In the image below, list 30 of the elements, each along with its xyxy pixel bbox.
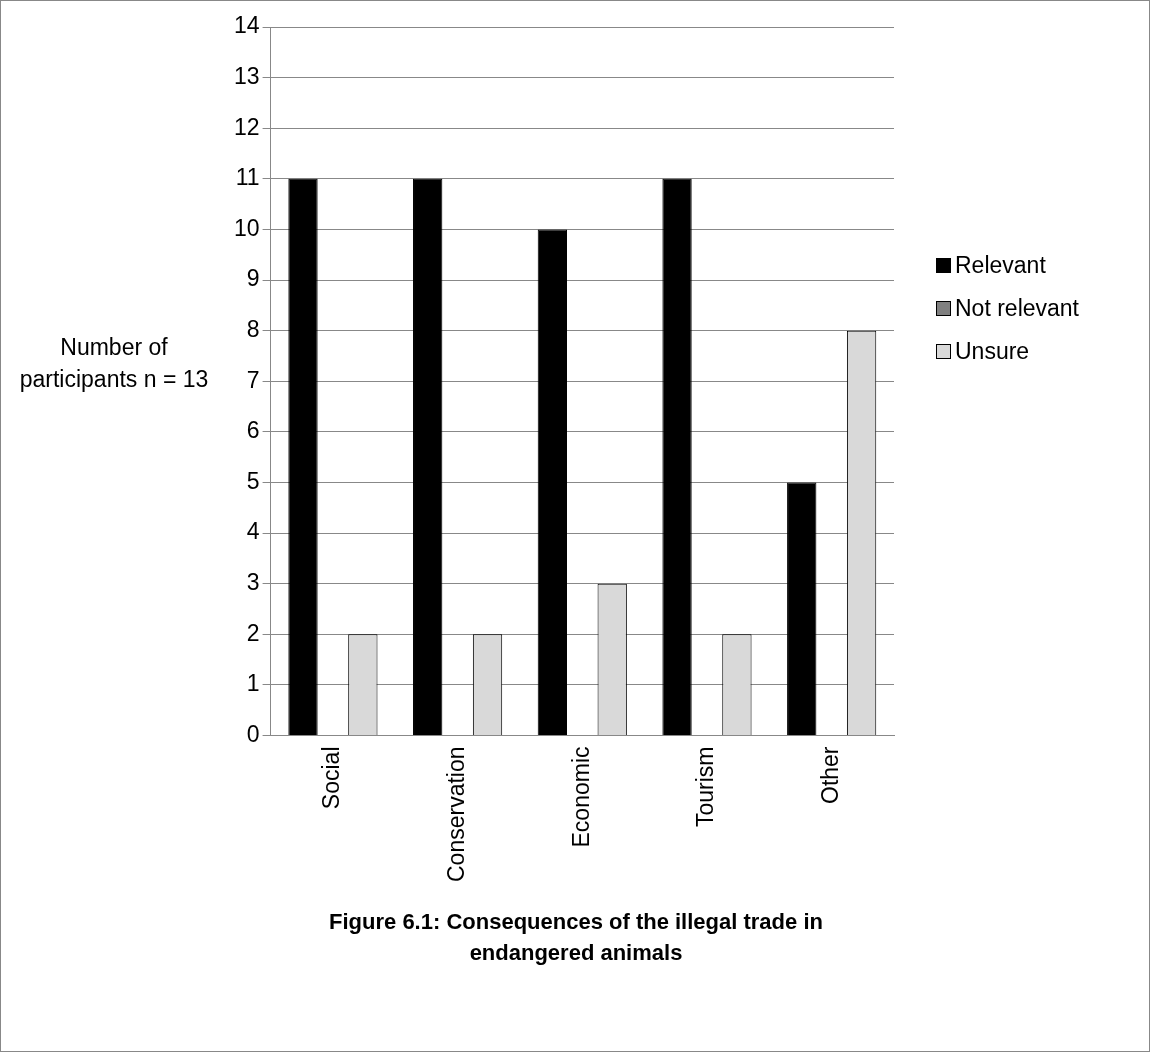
x-tick-label: Social <box>318 746 345 810</box>
bar <box>787 482 817 735</box>
y-tick-label: 4 <box>246 518 260 545</box>
y-tick-label: 9 <box>246 265 260 292</box>
y-axis-title: Number of participants n = 13 <box>19 333 209 394</box>
x-tick-label: Other <box>817 746 843 805</box>
y-tick-label: 2 <box>246 619 260 646</box>
x-tick-label: Economic <box>567 746 594 848</box>
legend-label: Relevant <box>955 252 1046 279</box>
y-tick-label: 11 <box>235 164 260 191</box>
y-tick-label: 14 <box>233 12 260 39</box>
legend-label: Not relevant <box>955 295 1080 322</box>
text: Figure 6.1: Consequences of the illegal trade in endangered animals <box>328 908 824 967</box>
y-tick-label: 3 <box>246 569 260 596</box>
y-tick-label: 6 <box>246 417 260 444</box>
bar <box>537 229 568 735</box>
x-tick-label: Conservation <box>442 746 469 883</box>
y-tick-label: 0 <box>246 720 260 747</box>
y-tick-label: 5 <box>246 467 260 494</box>
legend-label: Unsure <box>955 338 1030 365</box>
y-tick-label: 8 <box>246 315 260 342</box>
y-tick-label: 10 <box>233 214 260 241</box>
y-tick-label: 12 <box>233 113 260 140</box>
bar <box>413 178 443 735</box>
y-tick-label: 7 <box>246 366 260 393</box>
bar <box>662 178 692 735</box>
y-tick-label: 13 <box>233 62 260 89</box>
y-tick-label: 1 <box>246 670 260 697</box>
x-tick-label: Tourism <box>692 746 719 827</box>
bar <box>288 178 318 735</box>
